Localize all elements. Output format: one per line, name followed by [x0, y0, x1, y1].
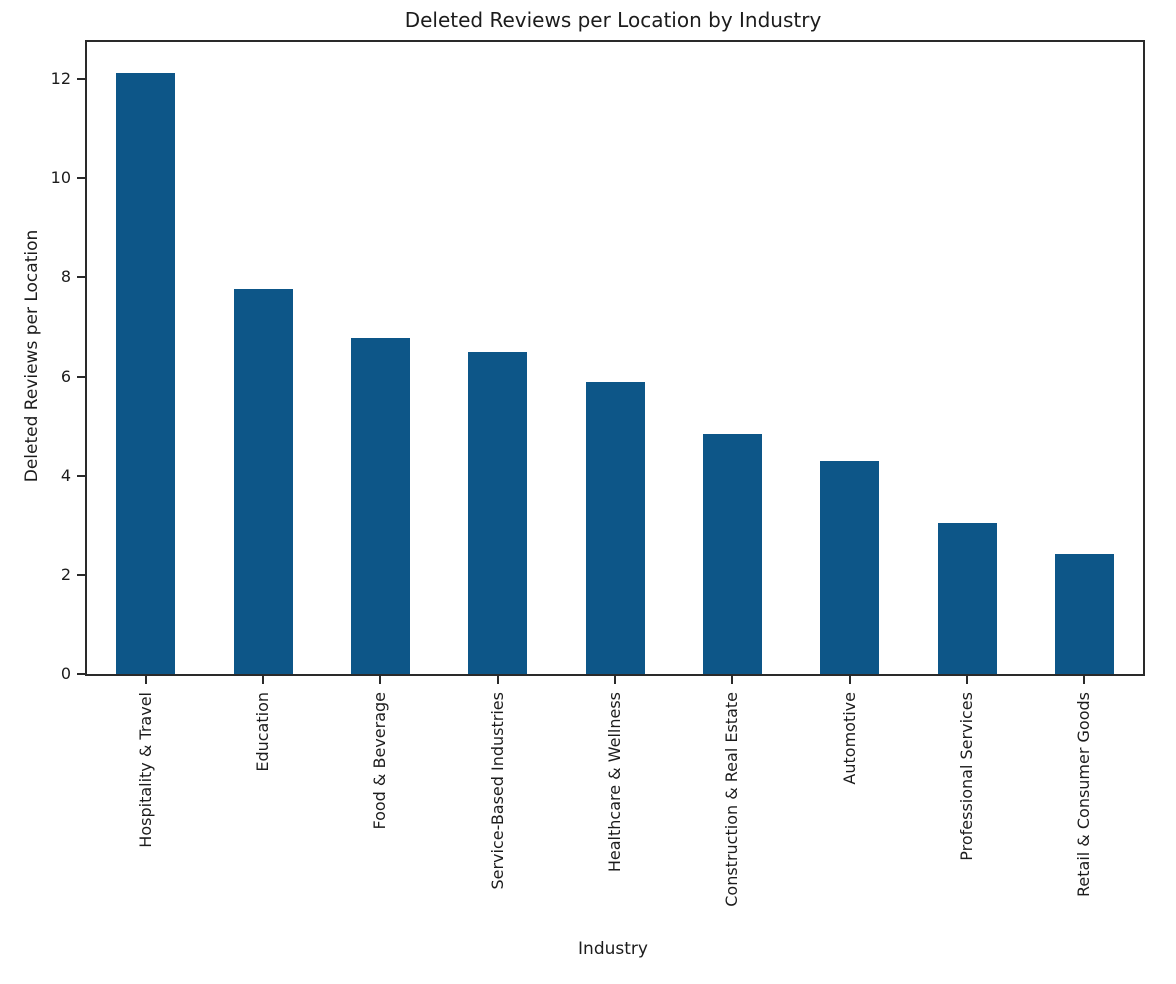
x-tick-label: Healthcare & Wellness [605, 692, 624, 873]
bar [937, 523, 997, 674]
x-tick-mark [848, 676, 851, 684]
y-tick-mark [77, 474, 85, 477]
y-tick-mark [77, 78, 85, 81]
y-tick-label: 8 [60, 267, 71, 287]
x-tick-label: Hospitality & Travel [135, 692, 155, 848]
bar [233, 289, 293, 674]
x-tick-label: Food & Beverage [370, 692, 390, 830]
x-tick-mark [262, 676, 264, 684]
x-tick-mark [379, 676, 382, 684]
y-tick-mark [77, 375, 85, 378]
bar [350, 337, 410, 674]
y-tick-label: 2 [60, 564, 71, 584]
x-tick-mark [966, 676, 968, 684]
bar [1054, 553, 1114, 674]
chart-title: Deleted Reviews per Location by Industry [404, 8, 822, 32]
x-tick-label: Automotive [839, 692, 859, 785]
x-tick-label: Education [253, 692, 272, 772]
y-tick-mark [77, 673, 85, 675]
x-tick-label: Service-Based Industries [487, 692, 507, 890]
x-axis-label: Industry [578, 939, 648, 959]
x-tick-label: Professional Services [957, 692, 976, 861]
x-tick-label: Construction & Real Estate [722, 692, 742, 907]
bar [820, 460, 880, 674]
bar [116, 73, 176, 674]
x-tick-mark [614, 676, 616, 684]
x-tick-label: Retail & Consumer Goods [1074, 692, 1094, 897]
y-tick-mark [77, 573, 85, 576]
x-tick-mark [731, 676, 734, 684]
y-tick-label: 10 [50, 168, 71, 188]
y-tick-label: 4 [60, 465, 71, 485]
y-tick-label: 6 [60, 366, 71, 386]
x-tick-mark [144, 676, 147, 684]
plot-area: 0 2 4 6 8 10 12 Hospitality & Travel Education Fo… [51, 40, 1145, 907]
y-tick-mark [77, 177, 85, 180]
x-tick-mark [496, 676, 499, 684]
y-tick-label: 0 [60, 664, 71, 683]
y-tick-label: 12 [50, 69, 71, 89]
x-tick-mark [1083, 676, 1086, 684]
y-tick-mark [77, 276, 85, 279]
bar [585, 381, 645, 674]
bar [468, 351, 528, 674]
bar [702, 434, 762, 674]
